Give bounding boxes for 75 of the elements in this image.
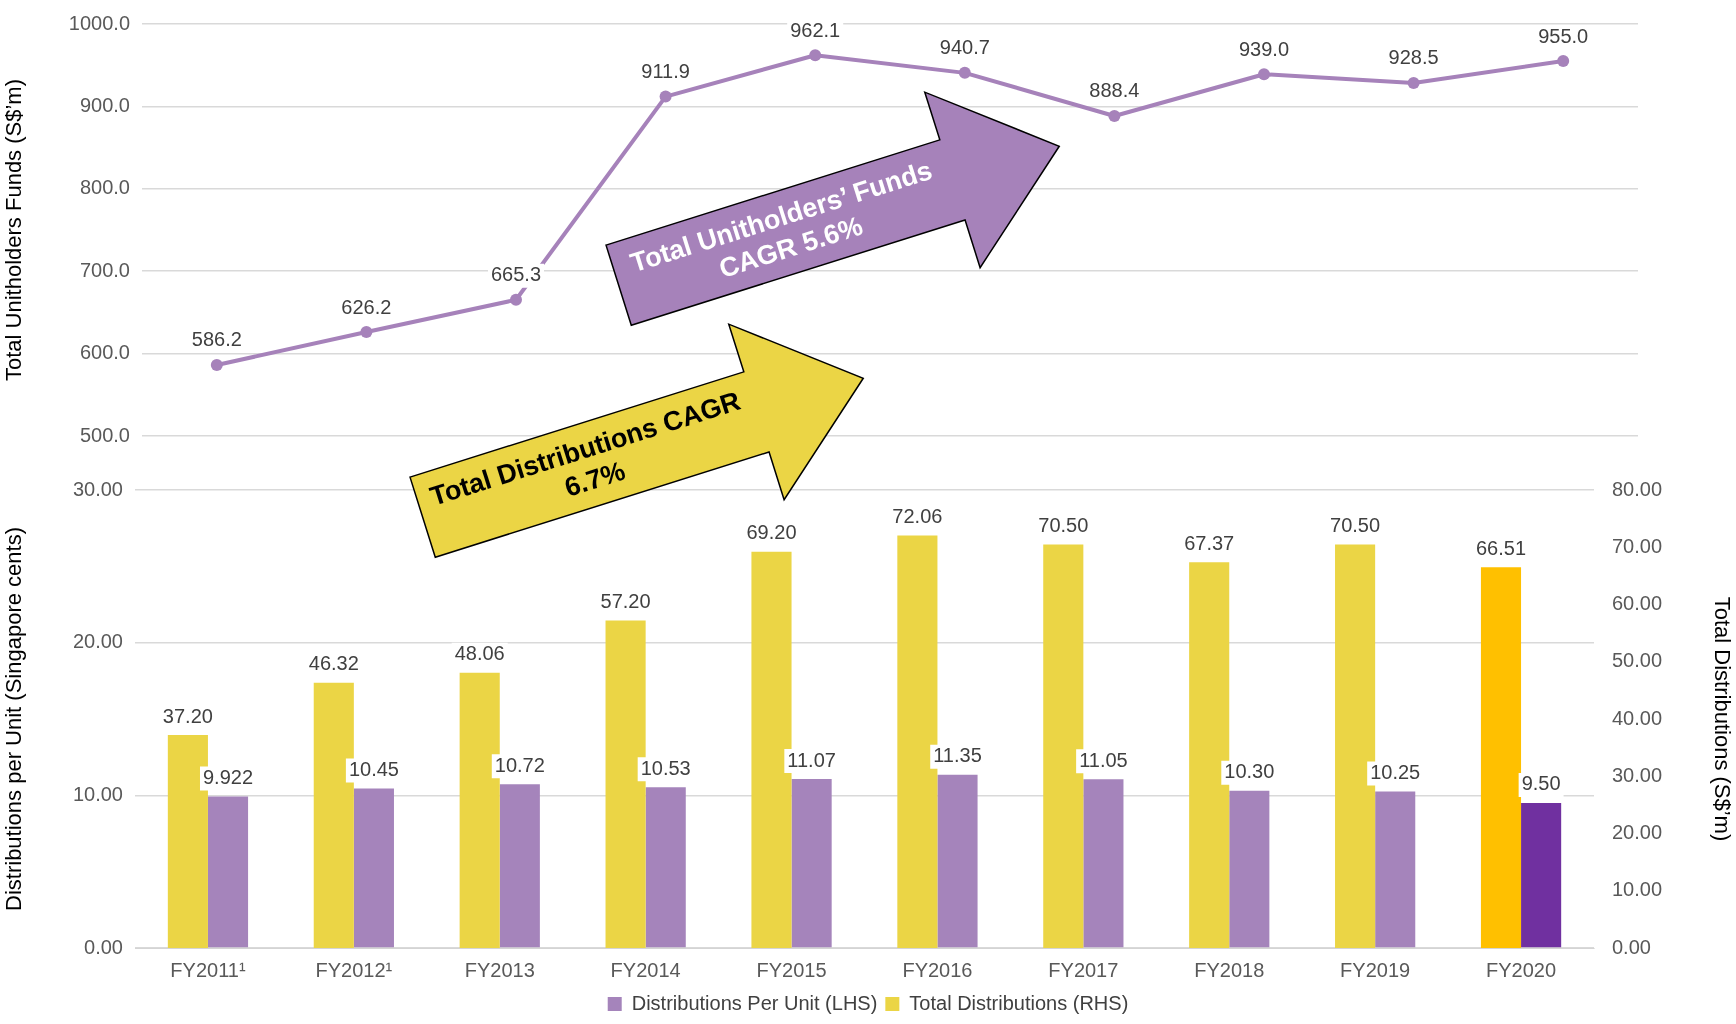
y-tick-label: 600.0 — [79, 341, 130, 364]
data-label: 10.53 — [640, 756, 691, 779]
y-axis-title: Total Unitholders Funds (S$’m) — [1, 78, 27, 382]
y2-tick-label: 10.00 — [1612, 878, 1663, 901]
data-label: 67.37 — [1184, 531, 1235, 554]
data-label: 9.50 — [1521, 772, 1561, 795]
data-label: 11.07 — [787, 748, 836, 771]
y-tick-label: 800.0 — [79, 176, 130, 199]
y-tick-label: 30.00 — [72, 477, 123, 500]
y2-tick-label: 0.00 — [1612, 935, 1651, 958]
x-tick-label: FY2016 — [902, 958, 973, 981]
y2-tick-label: 80.00 — [1612, 477, 1663, 500]
point — [210, 358, 223, 371]
data-label: 955.0 — [1538, 24, 1589, 47]
data-label: 911.9 — [641, 60, 690, 83]
point — [659, 90, 672, 103]
legend-label: Distributions Per Unit (LHS) — [631, 991, 878, 1014]
data-label: 72.06 — [892, 504, 943, 527]
data-label: 665.3 — [490, 263, 542, 286]
data-label: 70.50 — [1038, 513, 1089, 536]
y-tick-label: 700.0 — [79, 258, 130, 281]
data-label: 37.20 — [162, 704, 213, 727]
y-tick-label: 20.00 — [72, 630, 123, 653]
y-axis-title: Distributions per Unit (Singapore cents) — [1, 527, 27, 911]
data-label: 69.20 — [746, 521, 797, 544]
y-tick-label: 0.00 — [84, 935, 123, 958]
y2-axis-title: Total Distributions (S$’m) — [1709, 596, 1735, 842]
y-tick-label: 1000.0 — [68, 11, 130, 34]
y2-tick-label: 70.00 — [1612, 534, 1663, 557]
data-label: 626.2 — [341, 295, 392, 318]
y-tick-label: 900.0 — [79, 93, 130, 116]
x-tick-label: FY2012¹ — [315, 958, 393, 981]
data-label: 10.72 — [494, 753, 545, 776]
data-label: 57.20 — [600, 590, 651, 613]
x-tick-label: FY2019 — [1340, 958, 1411, 981]
point — [1108, 109, 1121, 122]
x-tick-label: FY2018 — [1194, 958, 1265, 981]
y2-tick-label: 20.00 — [1612, 821, 1663, 844]
point — [809, 49, 822, 62]
point — [1407, 76, 1420, 89]
point — [1557, 55, 1570, 68]
data-label: 70.50 — [1330, 513, 1381, 536]
y2-tick-label: 50.00 — [1612, 649, 1663, 672]
x-tick-label: FY2013 — [464, 958, 535, 981]
data-label: 940.7 — [939, 36, 990, 59]
data-label: 46.32 — [308, 652, 359, 675]
data-label: 10.45 — [348, 757, 399, 780]
data-label: 10.25 — [1370, 761, 1421, 784]
data-label: 11.35 — [933, 744, 982, 767]
point — [360, 326, 373, 339]
data-label: 11.05 — [1079, 748, 1128, 771]
point — [510, 293, 522, 306]
x-tick-label: FY2015 — [756, 958, 827, 981]
y-tick-label: 500.0 — [79, 423, 130, 446]
point — [958, 66, 971, 79]
data-label: 962.1 — [790, 18, 841, 41]
data-label: 66.51 — [1475, 536, 1527, 559]
data-label: 939.0 — [1238, 37, 1290, 60]
bar — [1480, 567, 1522, 948]
x-tick-label: FY2020 — [1486, 958, 1557, 981]
x-tick-label: FY2017 — [1048, 958, 1119, 981]
legend-label: Total Distributions (RHS) — [909, 991, 1129, 1014]
data-label: 586.2 — [191, 328, 242, 351]
y2-tick-label: 40.00 — [1612, 706, 1663, 729]
y-tick-label: 10.00 — [72, 782, 123, 805]
point — [1258, 68, 1270, 81]
data-label: 48.06 — [454, 642, 505, 665]
data-label: 888.4 — [1089, 79, 1140, 102]
data-label: 9.922 — [202, 766, 254, 789]
data-label: 928.5 — [1388, 46, 1439, 69]
x-tick-label: FY2011¹ — [170, 958, 246, 981]
data-label: 10.30 — [1224, 760, 1275, 783]
y2-tick-label: 30.00 — [1612, 763, 1663, 786]
y2-tick-label: 60.00 — [1612, 592, 1663, 615]
x-tick-label: FY2014 — [610, 958, 681, 981]
